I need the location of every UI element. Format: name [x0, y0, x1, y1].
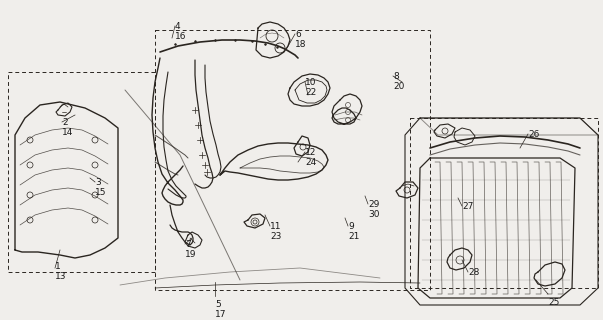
Text: 26: 26 — [528, 130, 539, 139]
Text: 2
14: 2 14 — [62, 118, 74, 137]
Text: 29
30: 29 30 — [368, 200, 379, 219]
Text: 5
17: 5 17 — [215, 300, 227, 319]
Text: 8
20: 8 20 — [393, 72, 405, 91]
Text: 10
22: 10 22 — [305, 78, 317, 97]
Text: 28: 28 — [468, 268, 479, 277]
Text: 6
18: 6 18 — [295, 30, 306, 49]
Text: 12
24: 12 24 — [305, 148, 317, 167]
Text: 1
13: 1 13 — [55, 262, 66, 281]
Text: 27: 27 — [462, 202, 473, 211]
Text: 3
15: 3 15 — [95, 178, 107, 197]
Text: 4
16: 4 16 — [175, 22, 186, 41]
Text: 25: 25 — [548, 298, 560, 307]
Text: 11
23: 11 23 — [270, 222, 282, 241]
Text: 7
19: 7 19 — [185, 240, 197, 259]
Text: 9
21: 9 21 — [348, 222, 359, 241]
